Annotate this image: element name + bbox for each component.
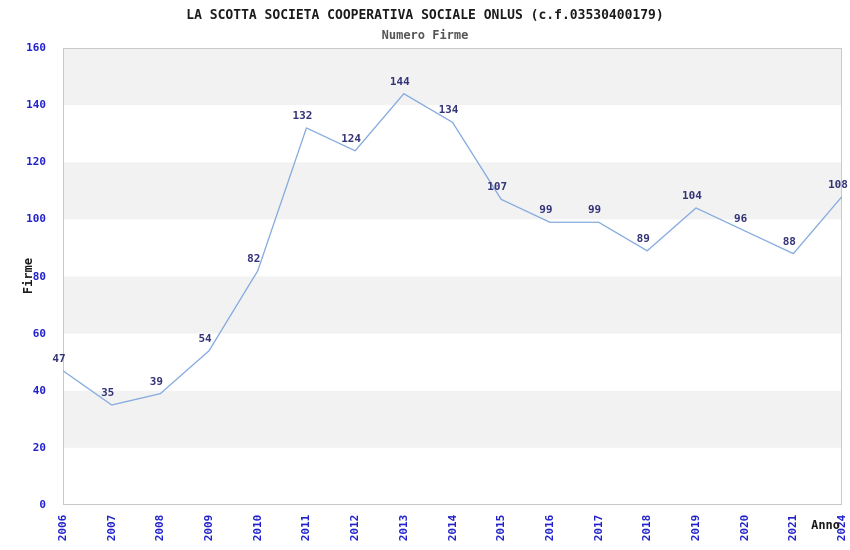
y-tick-label: 100 — [26, 212, 46, 226]
grid-band — [63, 162, 842, 220]
y-tick-label: 0 — [39, 498, 46, 511]
plot-canvas — [63, 48, 842, 505]
data-label: 124 — [341, 131, 362, 145]
y-tick-label: 80 — [32, 269, 46, 283]
data-label: 134 — [438, 103, 459, 117]
data-label: 88 — [782, 234, 796, 248]
y-tick-label: 120 — [26, 155, 46, 169]
x-tick-label: 2011 — [299, 514, 313, 542]
data-label: 108 — [828, 177, 848, 191]
y-tick-label: 140 — [26, 98, 46, 112]
plot-area — [63, 48, 842, 505]
x-tick-label: 2016 — [542, 514, 556, 542]
data-label: 104 — [682, 188, 702, 202]
grid-band — [63, 276, 842, 334]
x-tick-label: 2010 — [250, 514, 264, 542]
x-tick-label: 2013 — [396, 514, 410, 542]
data-line — [63, 93, 842, 406]
x-tick-label: 2008 — [153, 514, 167, 542]
y-tick-label: 160 — [26, 41, 46, 54]
plot-frame — [63, 48, 842, 505]
x-tick-label: 2019 — [688, 514, 702, 542]
data-label: 107 — [487, 180, 508, 194]
data-label: 35 — [101, 386, 115, 400]
x-axis-title: Anno — [811, 518, 840, 532]
y-axis-title: Firme — [21, 257, 35, 295]
data-label: 39 — [149, 374, 163, 388]
x-tick-label: 2017 — [591, 514, 605, 542]
data-label: 99 — [587, 203, 602, 217]
y-tick-label: 40 — [32, 383, 46, 397]
data-label: 144 — [389, 74, 410, 88]
y-tick-label: 60 — [32, 326, 46, 340]
y-tick-label: 20 — [32, 440, 46, 454]
x-tick-label: 2015 — [494, 514, 508, 542]
grid-band — [63, 48, 842, 106]
x-tick-label: 2018 — [640, 514, 654, 542]
grid-band — [63, 447, 842, 505]
x-tick-label: 2006 — [56, 514, 69, 542]
data-label: 96 — [734, 211, 748, 225]
x-tick-label: 2014 — [445, 514, 459, 542]
data-label: 47 — [52, 351, 66, 365]
grid-band — [63, 219, 842, 277]
data-label: 132 — [292, 108, 313, 122]
x-tick-label: 2007 — [104, 514, 118, 542]
x-tick-label: 2012 — [348, 514, 362, 542]
data-label: 89 — [636, 231, 650, 245]
data-label: 99 — [539, 203, 553, 217]
grid-band — [63, 333, 842, 391]
data-label: 82 — [247, 251, 261, 265]
chart-subtitle: Numero Firme — [381, 28, 469, 42]
grid-band — [63, 105, 842, 163]
x-tick-label: 2009 — [202, 514, 216, 542]
data-label: 54 — [198, 331, 212, 345]
grid-band — [63, 390, 842, 448]
chart-title: LA SCOTTA SOCIETA COOPERATIVA SOCIALE ON… — [186, 8, 664, 23]
